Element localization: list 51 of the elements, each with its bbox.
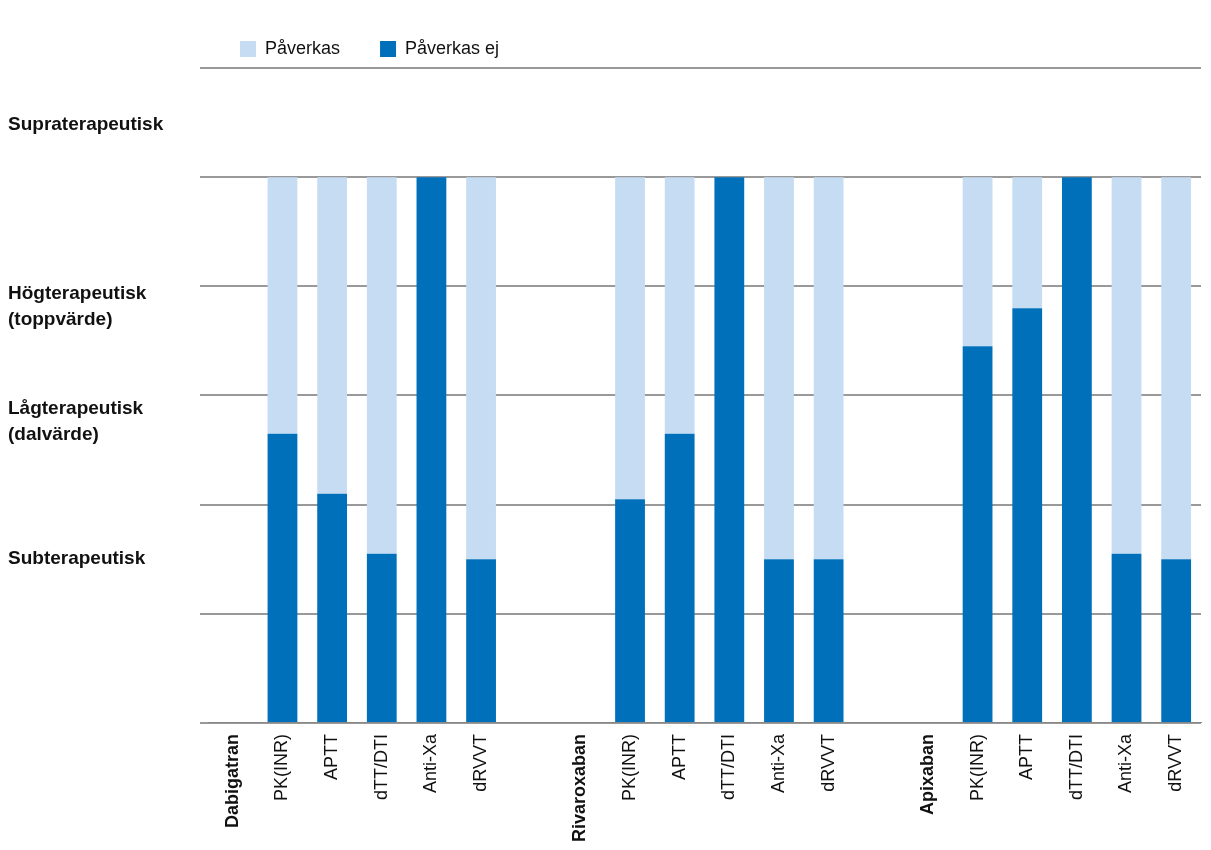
bar: [1111, 553, 1142, 722]
x-tick-label: dRVVT: [470, 733, 491, 792]
bar: [366, 177, 397, 554]
text: Högterapeutisk (toppvärde): [8, 281, 147, 329]
text: Supraterapeutisk: [8, 113, 164, 135]
x-tick-label: Anti-Xa: [767, 732, 788, 793]
bar: [714, 177, 745, 722]
bar: [962, 346, 993, 722]
bar: [366, 553, 397, 722]
bar: [1012, 308, 1043, 722]
x-tick-label: Anti-Xa: [420, 732, 441, 793]
x-tick-label: dTT/DTI: [370, 733, 391, 800]
x-tick-label: PK(INR): [271, 733, 292, 801]
x-tick-label: dTT/DTI: [1065, 733, 1086, 800]
bar: [267, 177, 298, 434]
text: Subterapeutisk: [8, 547, 146, 569]
bar: [615, 177, 645, 500]
x-tick-label: Rivaroxaban: [569, 733, 590, 842]
x-tick-label: Apixaban: [916, 733, 937, 815]
bar: [466, 559, 496, 722]
bar: [1061, 177, 1092, 722]
bar: [1111, 177, 1142, 554]
x-tick-label: PK(INR): [966, 733, 987, 801]
text: Lågterapeutisk (dalvärde): [8, 396, 144, 444]
bar: [615, 499, 645, 722]
x-tick-label: APTT: [1016, 733, 1037, 780]
x-tick-label: dRVVT: [1165, 733, 1186, 792]
x-tick-label: APTT: [321, 733, 342, 780]
bar: [1012, 177, 1043, 309]
x-tick-label: APTT: [668, 733, 689, 780]
legend-label: Påverkas: [265, 37, 341, 58]
x-tick-label: PK(INR): [618, 733, 639, 801]
bar: [764, 559, 794, 722]
bar: [1161, 559, 1192, 722]
bar: [317, 177, 348, 494]
bar: [764, 177, 794, 560]
x-tick-label: Dabigatran: [221, 733, 242, 828]
x-tick-label: dRVVT: [817, 733, 838, 792]
bar: [416, 177, 447, 722]
bar: [664, 433, 695, 722]
bar: [1161, 177, 1192, 560]
bar: [813, 559, 844, 722]
legend-label: Påverkas ej: [405, 37, 500, 58]
bar: [813, 177, 844, 560]
bar: [962, 177, 993, 347]
x-tick-label: dTT/DTI: [718, 733, 739, 800]
bar: [317, 493, 348, 722]
bar: [664, 177, 695, 434]
x-tick-label: Anti-Xa: [1115, 732, 1136, 793]
bar: [267, 433, 298, 722]
bar: [466, 177, 496, 560]
